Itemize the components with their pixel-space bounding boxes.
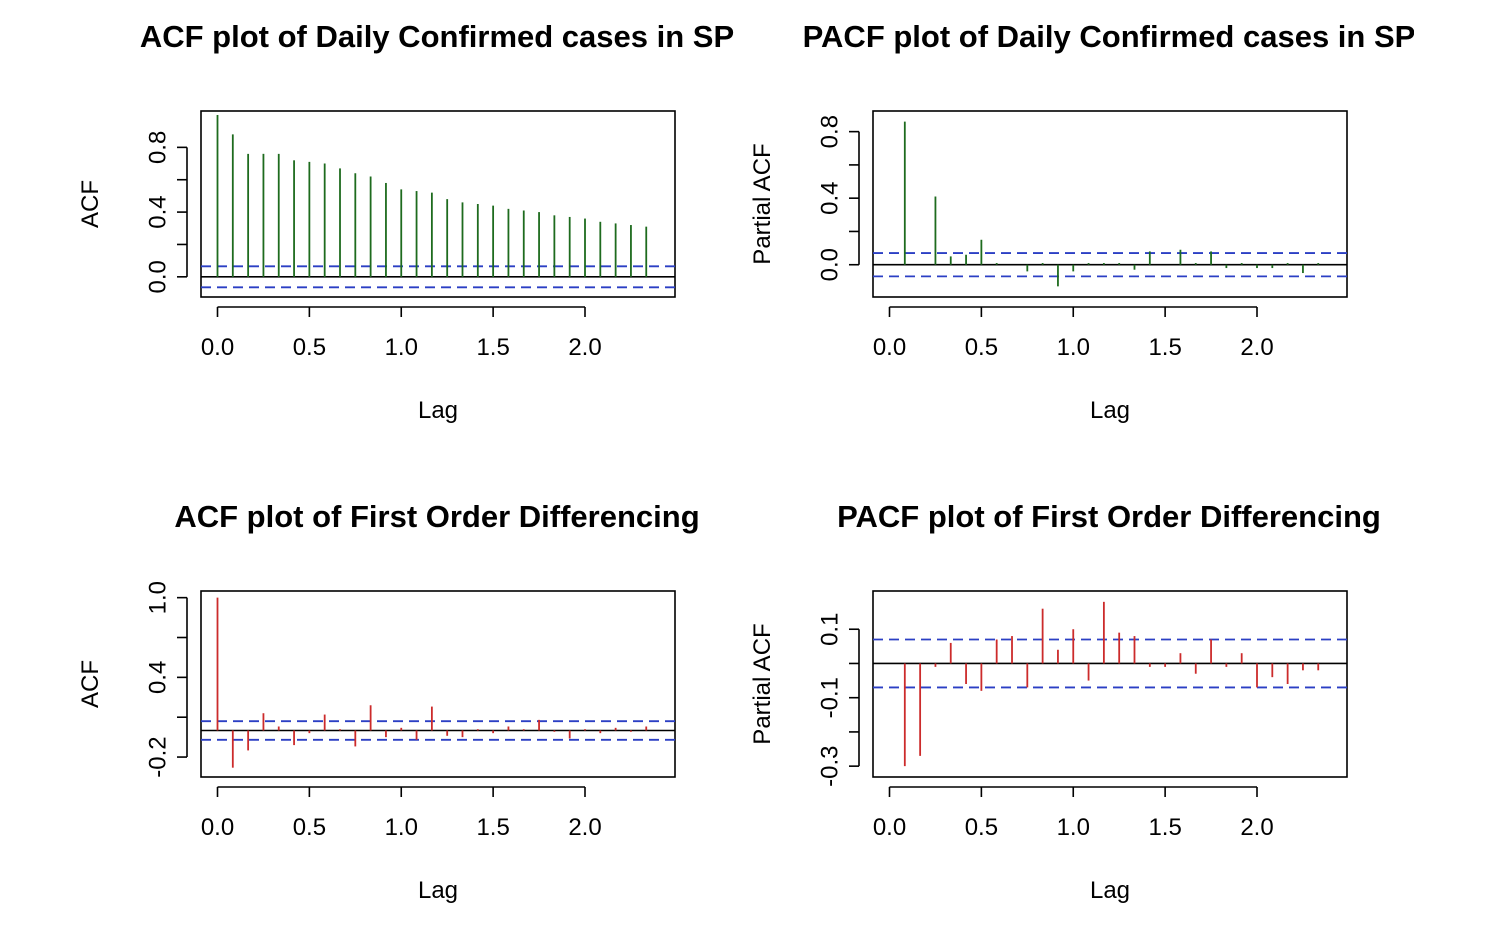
panel-title: ACF plot of First Order Differencing <box>174 499 699 534</box>
panel-3: ACF plot of First Order Differencing 0.0 0… <box>77 499 700 904</box>
x-tick-label: 1.5 <box>476 334 509 361</box>
y-tick-label: -0.3 <box>816 745 843 786</box>
panel-title: ACF plot of Daily Confirmed cases in SP <box>140 19 734 54</box>
x-tick-label: 2.0 <box>568 334 601 361</box>
x-axis-label: Lag <box>1090 397 1130 424</box>
plot-frame <box>200 590 676 778</box>
x-tick-label: 0.5 <box>965 334 998 361</box>
y-tick-label: 0.0 <box>144 260 171 293</box>
x-tick-label: 2.0 <box>568 814 601 841</box>
y-tick-label: 0.0 <box>816 248 843 281</box>
panel-title: PACF plot of First Order Differencing <box>837 499 1381 534</box>
x-tick-label: 0.0 <box>201 814 234 841</box>
y-tick-label: 0.8 <box>816 115 843 148</box>
y-tick-label: 0.4 <box>816 181 843 214</box>
x-tick-label: 0.0 <box>873 814 906 841</box>
x-tick-label: 2.0 <box>1240 334 1273 361</box>
x-axis-label: Lag <box>1090 877 1130 904</box>
panel-1: ACF plot of Daily Confirmed cases in SP 0… <box>77 19 734 424</box>
plot-frame <box>872 590 1348 778</box>
x-tick-label: 0.0 <box>201 334 234 361</box>
y-axis-label: Partial ACF <box>749 143 776 264</box>
y-axis-label: Partial ACF <box>749 623 776 744</box>
x-tick-label: 1.0 <box>385 814 418 841</box>
plot-frame <box>200 110 676 298</box>
x-tick-label: 1.5 <box>1148 814 1181 841</box>
x-tick-label: 0.5 <box>965 814 998 841</box>
y-axis-label: ACF <box>77 660 104 708</box>
panel-title: PACF plot of Daily Confirmed cases in SP <box>803 19 1416 54</box>
x-tick-label: 1.0 <box>1057 334 1090 361</box>
x-tick-label: 0.0 <box>873 334 906 361</box>
plot-frame <box>872 110 1348 298</box>
y-tick-label: -0.1 <box>816 677 843 718</box>
x-tick-label: 2.0 <box>1240 814 1273 841</box>
y-tick-label: 0.4 <box>144 195 171 228</box>
y-tick-label: -0.2 <box>144 736 171 777</box>
x-tick-label: 1.0 <box>385 334 418 361</box>
panel-4: PACF plot of First Order Differencing 0.0… <box>749 499 1381 904</box>
panel-2: PACF plot of Daily Confirmed cases in SP… <box>749 19 1416 424</box>
x-tick-label: 0.5 <box>293 334 326 361</box>
y-axis-label: ACF <box>77 180 104 228</box>
y-tick-label: 1.0 <box>144 581 171 614</box>
y-tick-label: 0.8 <box>144 131 171 164</box>
x-tick-label: 0.5 <box>293 814 326 841</box>
y-tick-label: 0.4 <box>144 661 171 694</box>
y-tick-label: 0.1 <box>816 613 843 646</box>
x-axis-label: Lag <box>418 877 458 904</box>
x-axis-label: Lag <box>418 397 458 424</box>
x-tick-label: 1.5 <box>476 814 509 841</box>
x-tick-label: 1.5 <box>1148 334 1181 361</box>
x-tick-label: 1.0 <box>1057 814 1090 841</box>
